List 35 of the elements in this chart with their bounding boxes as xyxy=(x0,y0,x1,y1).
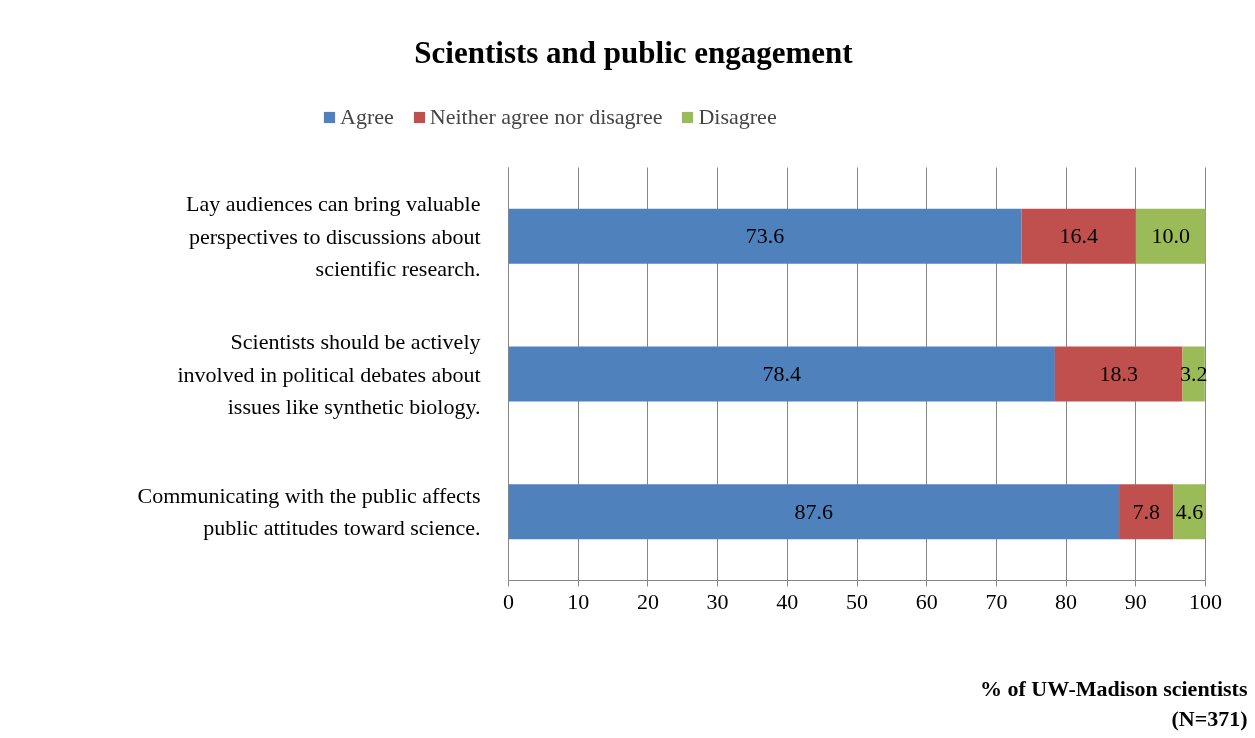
x-tick-label: 60 xyxy=(915,588,938,614)
data-label: 7.8 xyxy=(1132,498,1161,524)
bar xyxy=(1021,208,1136,264)
legend-label: Neither agree nor disagree xyxy=(429,104,663,130)
y-tick-label: Scientists should be actively involved in political debates about issues like synthetic biology. xyxy=(177,329,481,419)
data-label: 73.6 xyxy=(745,223,785,249)
bar xyxy=(1135,208,1206,264)
x-tick-label: 0 xyxy=(503,588,514,614)
x-tick-label: 50 xyxy=(846,588,868,614)
x-tick-label: 90 xyxy=(1124,588,1147,614)
bar xyxy=(508,346,1055,402)
x-tick-label: 70 xyxy=(985,588,1008,614)
data-label: 10.0 xyxy=(1151,223,1190,249)
x-tick-label: 80 xyxy=(1055,588,1078,614)
x-tick-label: 100 xyxy=(1189,588,1222,614)
legend-label: Disagree xyxy=(698,104,777,130)
data-label: 4.6 xyxy=(1175,498,1204,524)
bar xyxy=(1119,484,1174,540)
x-tick-label: 40 xyxy=(776,588,799,614)
data-label: 18.3 xyxy=(1099,361,1138,386)
y-tick-label: Communicating with the public affects public attitudes toward science. xyxy=(137,482,481,541)
x-tick-label: 10 xyxy=(567,588,590,614)
bar xyxy=(508,484,1120,540)
x-tick-label: 20 xyxy=(636,588,659,614)
legend-label: Agree xyxy=(340,104,394,130)
data-label: 16.4 xyxy=(1059,223,1098,249)
chart-title: Scientists and public engagement xyxy=(414,35,854,70)
data-label: 78.4 xyxy=(762,361,801,386)
bar xyxy=(1173,484,1206,540)
x-tick-label: 30 xyxy=(706,588,729,614)
bar xyxy=(508,208,1022,264)
data-label: 87.6 xyxy=(794,498,834,524)
x-axis-title: % of UW-Madison scientists (N=371) xyxy=(980,676,1248,731)
bar xyxy=(1054,346,1183,402)
y-tick-label: Lay audiences can bring valuable perspectives to discussions about scientific research. xyxy=(186,191,481,282)
